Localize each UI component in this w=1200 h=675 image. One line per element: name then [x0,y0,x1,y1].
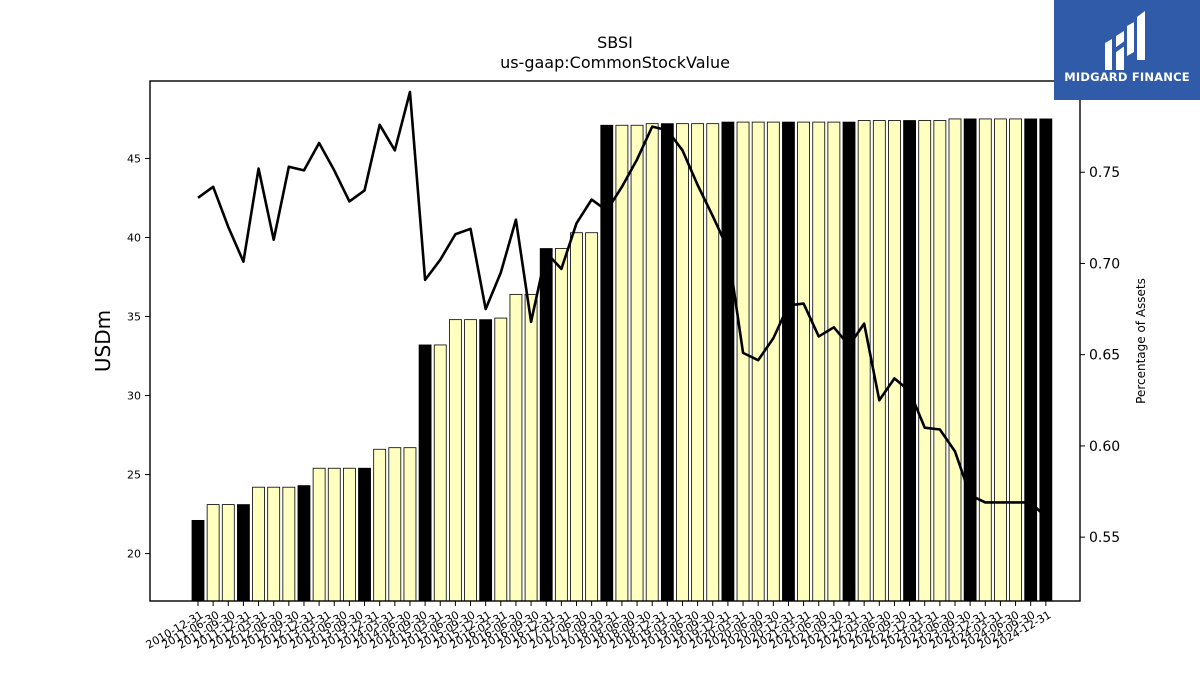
bar-2024-09-30 [1024,118,1038,602]
bar-2023-03-31 [933,120,947,602]
y-tick-label: 40 [127,231,141,244]
plot-frame [149,80,1081,602]
bar-2023-06-30 [948,118,962,602]
bar-2023-12-31 [978,118,992,602]
brand-logo: MIDGARD FINANCE [1054,0,1200,100]
bar-2017-12-31 [615,124,629,602]
bar-2013-12-31 [373,448,387,602]
bar-2015-03-31 [448,319,462,602]
y-tick-label: 20 [127,548,141,561]
bar-2018-03-31 [630,124,644,602]
bar-2011-03-31 [206,504,220,602]
bar-2017-06-30 [585,232,599,602]
bar-2023-09-30 [963,118,977,602]
bar-2018-06-30 [645,123,659,602]
bar-2022-12-31 [918,120,932,602]
bar-2019-09-30 [721,121,735,602]
bar-2024-06-30 [1009,118,1022,602]
y2-tick-label: 0.55 [1089,530,1120,546]
y2-tick-label: 0.60 [1089,439,1120,455]
bar-2011-09-30 [237,504,250,602]
right-axis: 0.55 0.60 0.65 0.70 0.75 [1080,165,1120,546]
bar-series [191,118,1053,602]
bar-2010-12-31 [191,519,205,602]
chart-title: SBSI [597,33,633,52]
bar-2019-12-31 [736,121,750,602]
bar-2024-03-31 [994,118,1007,602]
bar-2016-03-31 [509,293,523,602]
y2-tick-label: 0.65 [1089,348,1120,364]
bar-2017-09-30 [600,124,614,602]
bar-2013-06-30 [342,467,356,602]
bar-2014-09-30 [418,344,432,602]
bar-2021-06-30 [827,121,841,602]
bar-2016-12-31 [554,248,568,602]
bar-2022-09-30 [903,120,916,602]
bar-2020-03-31 [751,121,765,602]
bar-2021-09-30 [842,121,856,602]
bar-2012-06-30 [282,486,296,602]
bar-2011-12-31 [252,486,265,602]
logo-mark-icon [1105,11,1145,70]
bar-2015-09-30 [479,319,493,602]
x-axis: 2010-12-312011-06-302011-09-302011-12-31… [144,601,1053,652]
bar-2018-12-31 [676,123,689,602]
bar-2020-06-30 [766,121,780,602]
y-tick-label: 45 [127,152,141,165]
bar-2020-09-30 [782,121,795,602]
bar-2015-12-31 [494,317,508,602]
chart-subtitle: us-gaap:CommonStockValue [500,53,730,72]
bar-2012-12-31 [312,467,326,602]
line-percentage-of-assets [197,90,1047,519]
bar-2015-06-30 [464,319,477,602]
bar-2017-03-31 [570,232,583,602]
y-tick-label: 25 [127,469,141,482]
bar-2011-06-30 [221,504,235,602]
line-series [197,90,1047,519]
bar-2022-03-31 [872,120,886,602]
bar-2012-03-31 [267,486,281,602]
bar-2019-06-30 [706,123,720,602]
y-tick-label: 35 [127,311,141,324]
y2-tick-label: 0.75 [1089,165,1120,181]
brand-name: MIDGARD FINANCE [1064,70,1190,84]
bar-2021-03-31 [812,121,826,602]
y2-axis-label: Percentage of Assets [1134,278,1148,404]
bar-2016-06-30 [524,293,538,602]
y2-tick-label: 0.70 [1089,256,1120,272]
bar-2013-03-31 [327,467,341,602]
bar-2016-09-30 [539,248,553,602]
bar-2022-06-30 [888,120,901,602]
bar-2020-12-31 [797,121,810,602]
bar-2024-12-31 [1039,118,1053,602]
left-axis: 20 25 30 35 40 45 [127,152,150,561]
bar-2013-09-30 [358,467,371,602]
bar-2014-06-30 [403,447,417,602]
bar-2021-12-31 [857,120,871,602]
bar-2012-09-30 [297,485,311,602]
bar-2014-03-31 [388,447,402,602]
bar-2018-09-30 [660,123,674,602]
y-axis-label: USDm [91,310,115,372]
y-tick-label: 30 [127,390,141,403]
bar-2014-12-31 [433,344,447,602]
